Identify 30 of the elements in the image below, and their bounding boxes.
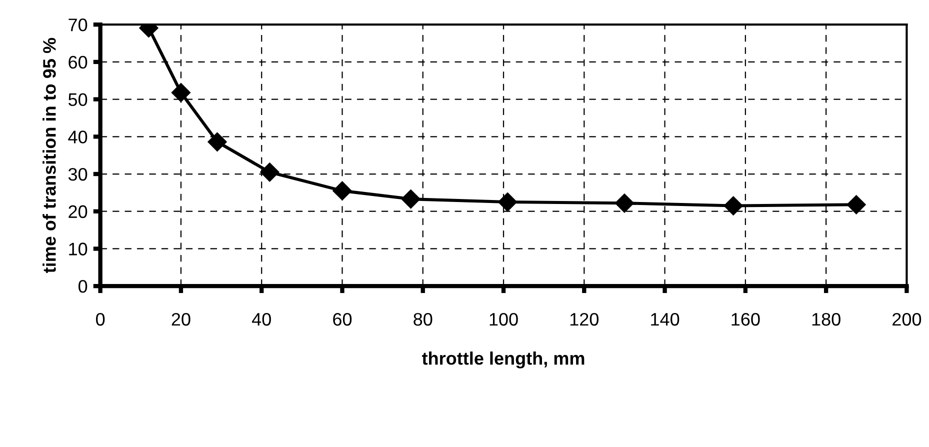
x-tick-label: 120 [570,312,599,326]
y-tick-label: 10 [69,242,88,256]
point [724,196,743,216]
point [332,181,352,200]
point [498,192,518,212]
point [260,162,280,182]
x-tick-label: 180 [812,312,840,326]
x-tick-label: 40 [252,312,271,326]
point [846,195,866,214]
x-tick-label: 80 [414,312,432,326]
y-tick-label: 70 [68,18,88,32]
point [614,194,634,213]
x-tick-label: 160 [732,312,760,326]
x-tick-label: 20 [172,312,190,326]
y-tick-label: 60 [68,56,88,69]
x-tick-label: 200 [892,312,922,326]
x-tick-label: 140 [651,312,680,326]
point [401,190,420,209]
y-tick-label: 30 [68,168,88,181]
y-tick-label: 50 [68,93,88,106]
y-tick-label: 20 [68,205,88,218]
y-tick-label: 0 [78,280,88,293]
point [171,83,191,102]
x-axis-title: throttle length, mm [422,352,584,368]
x-tick-label: 0 [96,312,105,326]
x-tick-label: 60 [333,312,352,326]
x-tick-label: 100 [490,312,518,326]
point [208,132,227,152]
y-axis-title: time of transition in to 95 % [42,38,56,273]
y-tick-label: 40 [68,130,88,144]
